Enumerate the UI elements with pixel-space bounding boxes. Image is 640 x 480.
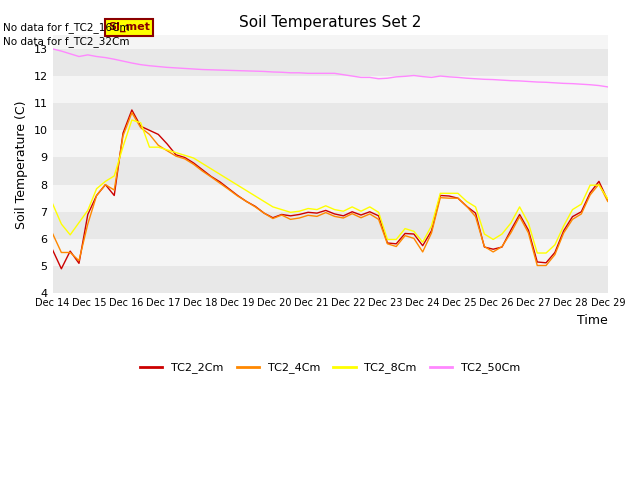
Y-axis label: Soil Temperature (C): Soil Temperature (C): [15, 100, 28, 228]
Bar: [52, 157, 608, 185]
Bar: [52, 266, 608, 293]
Bar: [52, 185, 608, 212]
X-axis label: Time: Time: [577, 313, 608, 326]
Title: Soil Temperatures Set 2: Soil Temperatures Set 2: [239, 15, 421, 30]
Bar: [52, 49, 608, 76]
Bar: [52, 239, 608, 266]
Legend: TC2_2Cm, TC2_4Cm, TC2_8Cm, TC2_50Cm: TC2_2Cm, TC2_4Cm, TC2_8Cm, TC2_50Cm: [135, 358, 525, 378]
Bar: [52, 103, 608, 131]
Text: SI_met: SI_met: [108, 22, 150, 33]
Text: No data for f_TC2_16Cm: No data for f_TC2_16Cm: [3, 22, 130, 33]
Bar: [52, 36, 608, 49]
Bar: [52, 76, 608, 103]
Bar: [52, 131, 608, 157]
Bar: [52, 212, 608, 239]
Text: No data for f_TC2_32Cm: No data for f_TC2_32Cm: [3, 36, 130, 47]
